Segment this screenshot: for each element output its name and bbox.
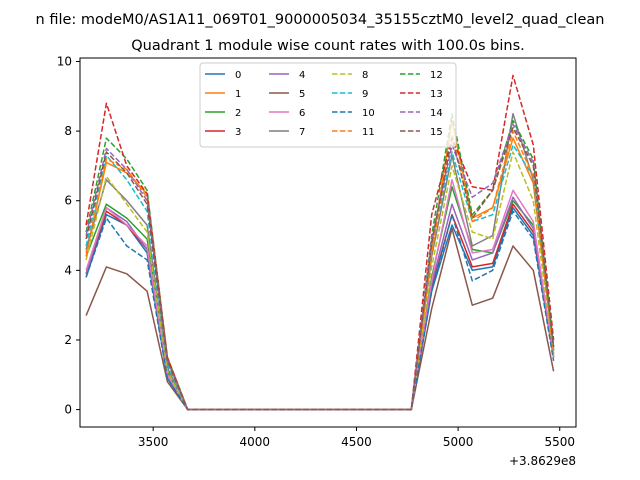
legend-label-6: 6 (299, 108, 305, 119)
legend-label-12: 12 (430, 70, 443, 81)
figure-suptitle: n file: modeM0/AS1A11_069T01_9000005034_… (36, 12, 605, 28)
legend-label-11: 11 (362, 127, 375, 138)
legend-label-0: 0 (235, 70, 241, 81)
y-tick-label: 0 (64, 403, 72, 417)
legend-label-8: 8 (362, 70, 368, 81)
y-tick-label: 4 (64, 263, 72, 277)
legend-label-5: 5 (299, 89, 305, 100)
x-tick-label: 4500 (341, 435, 372, 449)
legend-label-13: 13 (430, 89, 443, 100)
series-line-15 (85, 126, 555, 411)
axes-frame (79, 57, 577, 428)
y-tick-label: 10 (57, 54, 72, 68)
legend-label-4: 4 (299, 70, 305, 81)
x-tick-label: 3500 (138, 435, 169, 449)
legend-box (199, 62, 457, 148)
y-tick-label: 6 (64, 194, 72, 208)
legend-label-10: 10 (362, 108, 375, 119)
legend-label-7: 7 (299, 127, 305, 138)
y-tick-label: 2 (64, 333, 72, 347)
legend-label-15: 15 (430, 127, 443, 138)
legend-label-3: 3 (235, 127, 241, 138)
legend-label-1: 1 (235, 89, 241, 100)
chart-title: Quadrant 1 module wise count rates with … (131, 38, 525, 54)
x-tick-label: 4000 (240, 435, 271, 449)
legend-label-14: 14 (430, 108, 443, 119)
legend-label-2: 2 (235, 108, 241, 119)
y-tick-label: 8 (64, 124, 72, 138)
x-tick-label: 5500 (544, 435, 575, 449)
legend-label-9: 9 (362, 89, 368, 100)
x-tick-label: 5000 (443, 435, 474, 449)
x-offset-label: +3.8629e8 (509, 454, 576, 468)
plot-lines (85, 74, 555, 411)
